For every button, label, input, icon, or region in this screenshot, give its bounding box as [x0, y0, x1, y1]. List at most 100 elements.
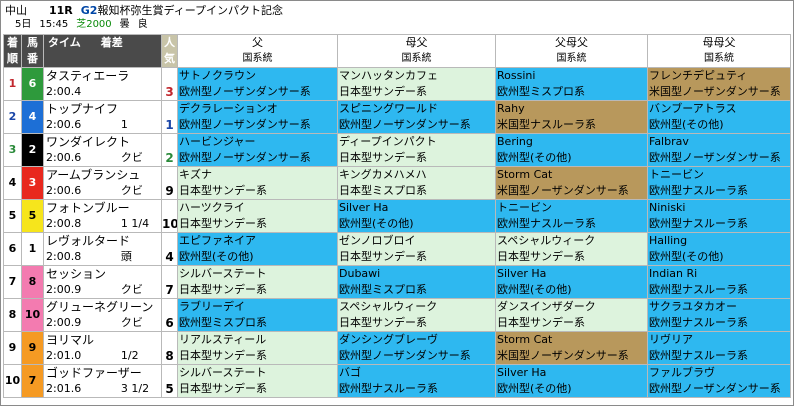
sire-cell[interactable]: リアルスティール 日本型サンデー系: [177, 331, 338, 365]
damsire-cell[interactable]: ディープインパクト 日本型サンデー系: [337, 133, 496, 167]
col-dsire-header[interactable]: 母母父 国系統: [647, 34, 791, 68]
table-row[interactable]: 1 6 タスティエーラ 2:00.4 3 サトノクラウン 欧州型ノーザンダンサー系 マンハッタ…: [3, 67, 791, 101]
col-damsire-header[interactable]: 母父 国系統: [337, 34, 496, 68]
finish-margin: 1: [120, 118, 128, 131]
horse-cell[interactable]: フォトンブルー 2:00.8 1 1/4: [43, 199, 162, 233]
dsire-cell[interactable]: トニービン 欧州型ナスルーラ系: [647, 166, 791, 200]
col-post-header[interactable]: 馬番: [21, 34, 44, 68]
race-time: 15:45: [39, 19, 69, 30]
finish-margin: クビ: [120, 184, 143, 197]
dsire-cell[interactable]: リヴリア 欧州型ナスルーラ系: [647, 331, 791, 365]
sire-cell[interactable]: ハーツクライ 日本型サンデー系: [177, 199, 338, 233]
finish-rank: 4: [3, 166, 22, 200]
ssire-line: 米国型ノーザンダンサー系: [497, 184, 629, 197]
horse-name[interactable]: トップナイフ: [46, 102, 119, 116]
finish-rank: 9: [3, 331, 22, 365]
sire-name: ラブリーデイ: [179, 300, 245, 313]
damsire-cell[interactable]: バゴ 欧州型ナスルーラ系: [337, 364, 496, 398]
horse-name[interactable]: レヴォルタード: [46, 234, 131, 248]
horse-cell[interactable]: ヨリマル 2:01.0 1/2: [43, 331, 162, 365]
ssire-cell[interactable]: Storm Cat 米国型ノーザンダンサー系: [495, 331, 648, 365]
ssire-cell[interactable]: Storm Cat 米国型ノーザンダンサー系: [495, 166, 648, 200]
damsire-cell[interactable]: キングカメハメハ 日本型ミスプロ系: [337, 166, 496, 200]
race-name: 報知杯弥生賞ディープインパクト記念: [97, 4, 284, 17]
col-ssire-header[interactable]: 父母父 国系統: [495, 34, 648, 68]
course-name: 中山: [5, 4, 27, 17]
ssire-cell[interactable]: スペシャルウィーク 日本型サンデー系: [495, 232, 648, 266]
damsire-cell[interactable]: Silver Ha 欧州型(その他): [337, 199, 496, 233]
horse-name[interactable]: グリューネグリーン: [46, 300, 154, 314]
col-pop-header[interactable]: 人気: [161, 34, 178, 68]
ssire-name: Rossini: [497, 69, 536, 82]
damsire-cell[interactable]: マンハッタンカフェ 日本型サンデー系: [337, 67, 496, 101]
dsire-cell[interactable]: ファルブラヴ 欧州型ノーザンダンサー系: [647, 364, 791, 398]
horse-cell[interactable]: グリューネグリーン 2:00.9 クビ: [43, 298, 162, 332]
sire-cell[interactable]: シルバーステート 日本型サンデー系: [177, 265, 338, 299]
ssire-cell[interactable]: Silver Ha 欧州型(その他): [495, 265, 648, 299]
finish-rank: 6: [3, 232, 22, 266]
ssire-cell[interactable]: Rahy 米国型ナスルーラ系: [495, 100, 648, 134]
horse-cell[interactable]: トップナイフ 2:00.6 1: [43, 100, 162, 134]
damsire-cell[interactable]: Dubawi 欧州型ミスプロ系: [337, 265, 496, 299]
sire-cell[interactable]: ラブリーデイ 欧州型ミスプロ系: [177, 298, 338, 332]
horse-name[interactable]: ヨリマル: [46, 333, 95, 347]
finish-margin: 3 1/2: [120, 382, 150, 395]
ssire-cell[interactable]: Bering 欧州型(その他): [495, 133, 648, 167]
finish-margin: [113, 84, 161, 100]
horse-name[interactable]: アームブランシュ: [46, 168, 141, 182]
table-row[interactable]: 10 7 ゴッドファーザー 2:01.6 3 1/2 5 シルバーステート 日本型サンデー系バ…: [3, 364, 791, 398]
horse-cell[interactable]: レヴォルタード 2:00.8 頭: [43, 232, 162, 266]
damsire-cell[interactable]: ダンシングブレーヴ 欧州型ノーザンダンサー系: [337, 331, 496, 365]
damsire-cell[interactable]: スペシャルウィーク 日本型サンデー系: [337, 298, 496, 332]
table-row[interactable]: 4 3 アームブランシュ 2:00.6 クビ 9 キズナ 日本型サンデー系 キングカメハメハ 日本…: [3, 166, 791, 200]
table-row[interactable]: 6 1 レヴォルタード 2:00.8 頭 4 エピファネイア 欧州型(その他) ゼンノロブロイ日…: [3, 232, 791, 266]
dsire-cell[interactable]: Indian Ri 欧州型ナスルーラ系: [647, 265, 791, 299]
col-time-margin-header[interactable]: タイム 着差: [43, 34, 162, 68]
table-row[interactable]: 2 4 トップナイフ 2:00.6 1 1 デクラレーションオ 欧州型ノーザンダンサー系 スピニ…: [3, 100, 791, 134]
ssire-cell[interactable]: トニービン 欧州型ナスルーラ系: [495, 199, 648, 233]
sire-cell[interactable]: デクラレーションオ 欧州型ノーザンダンサー系: [177, 100, 338, 134]
sire-cell[interactable]: ハービンジャー 欧州型ノーザンダンサー系: [177, 133, 338, 167]
dsire-cell[interactable]: フレンチデピュティ 米国型ノーザンダンサー系: [647, 67, 791, 101]
horse-name[interactable]: ゴッドファーザー: [46, 366, 142, 380]
horse-cell[interactable]: ワンダイレクト 2:00.6 クビ: [43, 133, 162, 167]
col-rank-header[interactable]: 着順: [3, 34, 22, 68]
dsire-cell[interactable]: Falbrav 欧州型ノーザンダンサー系: [647, 133, 791, 167]
dsire-cell[interactable]: Halling 欧州型(その他): [647, 232, 791, 266]
horse-cell[interactable]: アームブランシュ 2:00.6 クビ: [43, 166, 162, 200]
finish-time: 2:00.8: [46, 217, 82, 230]
ssire-cell[interactable]: Rossini 欧州型ミスプロ系: [495, 67, 648, 101]
sire-cell[interactable]: サトノクラウン 欧州型ノーザンダンサー系: [177, 67, 338, 101]
damsire-cell[interactable]: ゼンノロブロイ 日本型サンデー系: [337, 232, 496, 266]
post-number: 8: [21, 265, 44, 299]
table-row[interactable]: 5 5 フォトンブルー 2:00.8 1 1/4 10 ハーツクライ 日本型サンデー系 Silv…: [3, 199, 791, 233]
race-surface: 芝2000: [76, 19, 112, 30]
ssire-cell[interactable]: ダンスインザダーク 日本型サンデー系: [495, 298, 648, 332]
ssire-cell[interactable]: Silver Ha 欧州型(その他): [495, 364, 648, 398]
sire-cell[interactable]: エピファネイア 欧州型(その他): [177, 232, 338, 266]
dsire-name: Halling: [649, 234, 688, 247]
col-sire-header[interactable]: 父国系統: [177, 34, 338, 68]
finish-margin: 1/2: [120, 349, 139, 362]
horse-name[interactable]: セッション: [46, 267, 107, 281]
dsire-cell[interactable]: サクラユタカオー 欧州型ナスルーラ系: [647, 298, 791, 332]
sire-cell[interactable]: キズナ 日本型サンデー系: [177, 166, 338, 200]
finish-time: 2:00.6: [46, 151, 82, 164]
dsire-line: 欧州型ナスルーラ系: [649, 184, 748, 197]
ssire-line: 欧州型(その他): [497, 382, 572, 395]
table-row[interactable]: 9 9 ヨリマル 2:01.0 1/2 8 リアルスティール 日本型サンデー系 ダンシングブレー…: [3, 331, 791, 365]
dsire-cell[interactable]: バンブーアトラス 欧州型(その他): [647, 100, 791, 134]
horse-name[interactable]: タスティエーラ: [46, 69, 130, 83]
table-row[interactable]: 8 10 グリューネグリーン 2:00.9 クビ 6 ラブリーデイ 欧州型ミスプロ系 スペシャル…: [3, 298, 791, 332]
table-row[interactable]: 3 2 ワンダイレクト 2:00.6 クビ 2 ハービンジャー 欧州型ノーザンダンサー系 ディー…: [3, 133, 791, 167]
damsire-cell[interactable]: スピニングワールド 欧州型ノーザンダンサー系: [337, 100, 496, 134]
horse-cell[interactable]: タスティエーラ 2:00.4: [43, 67, 162, 101]
table-row[interactable]: 7 8 セッション 2:00.9 クビ 7 シルバーステート 日本型サンデー系 Dubawi 欧州…: [3, 265, 791, 299]
damsire-name: マンハッタンカフェ: [339, 69, 438, 82]
horse-cell[interactable]: セッション 2:00.9 クビ: [43, 265, 162, 299]
horse-name[interactable]: ワンダイレクト: [46, 135, 131, 149]
sire-cell[interactable]: シルバーステート 日本型サンデー系: [177, 364, 338, 398]
horse-name[interactable]: フォトンブルー: [46, 201, 130, 215]
horse-cell[interactable]: ゴッドファーザー 2:01.6 3 1/2: [43, 364, 162, 398]
dsire-cell[interactable]: Niniski 欧州型ナスルーラ系: [647, 199, 791, 233]
